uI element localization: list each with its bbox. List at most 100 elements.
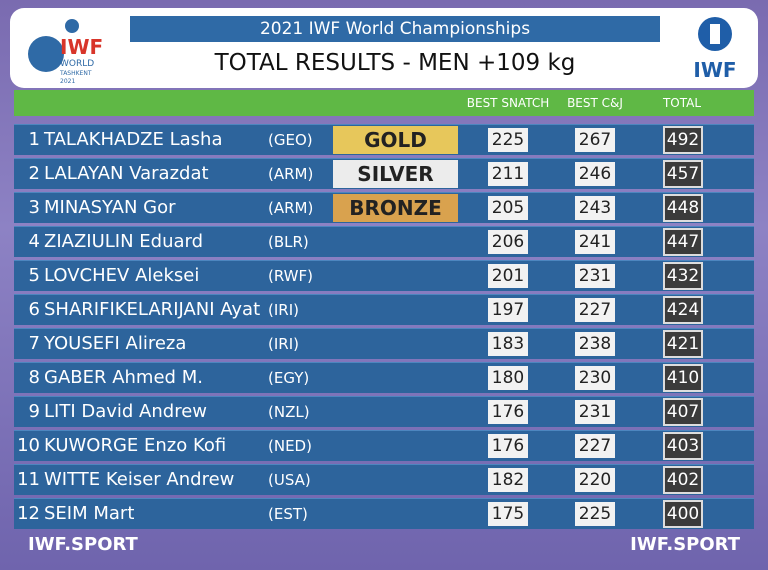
rank: 9 <box>28 401 40 422</box>
country: (USA) <box>268 471 311 489</box>
athlete-name: ZIAZIULIN Eduard <box>44 231 204 252</box>
logo-year: 2021 <box>60 78 75 85</box>
rank: 12 <box>17 503 40 524</box>
country: (EST) <box>268 505 308 523</box>
total: 400 <box>663 500 703 528</box>
best-snatch: 201 <box>488 264 528 288</box>
best-cj: 231 <box>575 264 615 288</box>
best-cj: 231 <box>575 400 615 424</box>
best-snatch: 197 <box>488 298 528 322</box>
row: 3 MINASYAN Gor (ARM) BRONZE 205 243 448 <box>14 192 754 223</box>
best-snatch: 180 <box>488 366 528 390</box>
best-snatch: 183 <box>488 332 528 356</box>
total: 424 <box>663 296 703 324</box>
rank: 3 <box>28 197 40 218</box>
country: (NED) <box>268 437 312 455</box>
row: 2 LALAYAN Varazdat (ARM) SILVER 211 246 457 <box>14 158 754 189</box>
country: (RWF) <box>268 267 313 285</box>
total: 421 <box>663 330 703 358</box>
country: (ARM) <box>268 165 314 183</box>
rank: 2 <box>28 163 40 184</box>
logo-text: IWF <box>693 58 737 82</box>
total: 402 <box>663 466 703 494</box>
row: 1 TALAKHADZE Lasha (GEO) GOLD 225 267 492 <box>14 124 754 155</box>
athlete-name: LALAYAN Varazdat <box>44 163 209 184</box>
footer-right: IWF.SPORT <box>630 534 740 555</box>
total: 403 <box>663 432 703 460</box>
country: (GEO) <box>268 131 313 149</box>
best-cj: 246 <box>575 162 615 186</box>
best-cj: 241 <box>575 230 615 254</box>
athlete-name: LOVCHEV Aleksei <box>44 265 200 286</box>
logo-line: TASHKENT <box>59 70 92 77</box>
logo-brand: IWF <box>60 35 103 59</box>
best-snatch: 176 <box>488 434 528 458</box>
best-cj: 243 <box>575 196 615 220</box>
row: 12 SEIM Mart (EST) 175 225 400 <box>14 498 754 529</box>
logo-line: WORLD <box>60 59 94 69</box>
athlete-name: WITTE Keiser Andrew <box>44 469 235 490</box>
best-cj: 227 <box>575 434 615 458</box>
country: (ARM) <box>268 199 314 217</box>
medal: GOLD <box>333 126 458 154</box>
total: 447 <box>663 228 703 256</box>
row: 4 ZIAZIULIN Eduard (BLR) 206 241 447 <box>14 226 754 257</box>
best-cj: 225 <box>575 502 615 526</box>
rank: 11 <box>17 469 40 490</box>
best-cj: 230 <box>575 366 615 390</box>
athlete-name: MINASYAN Gor <box>44 197 176 218</box>
row: 11 WITTE Keiser Andrew (USA) 182 220 402 <box>14 464 754 495</box>
country: (IRI) <box>268 335 299 353</box>
left-logo: IWF WORLD TASHKENT 2021 <box>24 14 114 86</box>
subtitle: TOTAL RESULTS - MEN +109 kg <box>214 50 576 76</box>
total: 432 <box>663 262 703 290</box>
header-bar <box>14 90 754 116</box>
right-logo: IWF <box>680 14 750 86</box>
athlete-name: LITI David Andrew <box>44 401 208 422</box>
best-snatch: 176 <box>488 400 528 424</box>
row: 10 KUWORGE Enzo Kofi (NED) 176 227 403 <box>14 430 754 461</box>
row: 6 SHARIFIKELARIJANI Ayat (IRI) 197 227 424 <box>14 294 754 325</box>
column-header: TOTAL <box>662 96 702 110</box>
total: 457 <box>663 160 703 188</box>
country: (NZL) <box>268 403 310 421</box>
athlete-name: KUWORGE Enzo Kofi <box>44 435 227 456</box>
best-cj: 238 <box>575 332 615 356</box>
logo-graphic <box>698 17 732 51</box>
rank: 8 <box>28 367 40 388</box>
athlete-name: YOUSEFI Alireza <box>44 333 187 354</box>
row: 9 LITI David Andrew (NZL) 176 231 407 <box>14 396 754 427</box>
row: 7 YOUSEFI Alireza (IRI) 183 238 421 <box>14 328 754 359</box>
medal: BRONZE <box>333 194 458 222</box>
best-cj: 220 <box>575 468 615 492</box>
row: 5 LOVCHEV Aleksei (RWF) 201 231 432 <box>14 260 754 291</box>
country: (BLR) <box>268 233 309 251</box>
best-cj: 227 <box>575 298 615 322</box>
column-header: BEST C&J <box>567 96 623 110</box>
best-snatch: 175 <box>488 502 528 526</box>
logo-graphic: IWF WORLD TASHKENT 2021 <box>28 19 103 85</box>
rank: 10 <box>17 435 40 456</box>
country: (IRI) <box>268 301 299 319</box>
rank: 5 <box>28 265 40 286</box>
row: 8 GABER Ahmed M. (EGY) 180 230 410 <box>14 362 754 393</box>
best-snatch: 182 <box>488 468 528 492</box>
footer-left: IWF.SPORT <box>28 534 138 555</box>
best-cj: 267 <box>575 128 615 152</box>
column-header: BEST SNATCH <box>466 96 550 110</box>
athlete-name: SEIM Mart <box>44 503 135 524</box>
athlete-name: TALAKHADZE Lasha <box>44 129 223 150</box>
total: 410 <box>663 364 703 392</box>
total: 492 <box>663 126 703 154</box>
rank: 4 <box>28 231 40 252</box>
rank: 6 <box>28 299 40 320</box>
total: 448 <box>663 194 703 222</box>
best-snatch: 225 <box>488 128 528 152</box>
best-snatch: 206 <box>488 230 528 254</box>
best-snatch: 205 <box>488 196 528 220</box>
rank: 1 <box>28 129 40 150</box>
athlete-name: SHARIFIKELARIJANI Ayat <box>44 299 261 320</box>
medal: SILVER <box>333 160 458 188</box>
best-snatch: 211 <box>488 162 528 186</box>
